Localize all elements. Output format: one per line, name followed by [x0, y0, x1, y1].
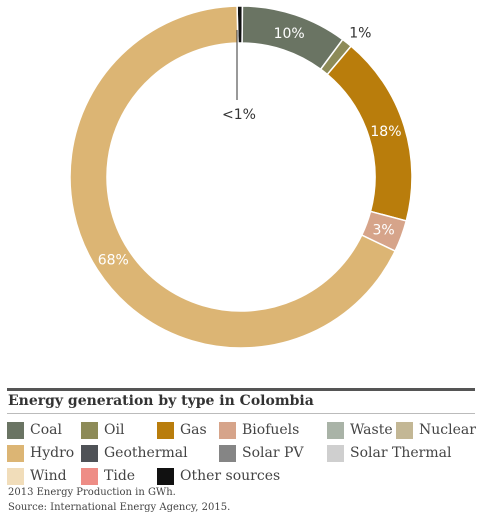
legend-item-tide: Tide — [81, 465, 135, 487]
legend-swatch — [81, 467, 98, 485]
title-rule — [7, 388, 475, 391]
legend-item-oil: Oil — [81, 419, 124, 441]
slice-label-hydro: 68% — [98, 252, 129, 268]
legend-label: Hydro — [30, 445, 75, 461]
slice-hydro — [69, 5, 397, 349]
legend-item-geothermal: Geothermal — [81, 442, 188, 464]
legend-item-solar-thermal: Solar Thermal — [327, 442, 451, 464]
legend-label: Solar Thermal — [350, 445, 452, 461]
chart-notes: 2013 Energy Production in GWh. Source: I… — [8, 485, 230, 515]
legend-label: Wind — [30, 468, 67, 484]
legend-swatch — [157, 467, 174, 485]
slice-label-biofuels: 3% — [372, 223, 394, 239]
slice-label-coal: 10% — [274, 26, 305, 42]
legend-label: Tide — [104, 468, 136, 484]
legend-swatch — [7, 467, 24, 485]
legend-label: Coal — [30, 422, 62, 438]
chart-title: Energy generation by type in Colombia — [8, 393, 314, 409]
legend-label: Solar PV — [242, 445, 304, 461]
note-production: 2013 Energy Production in GWh. — [8, 487, 176, 498]
legend-label: Biofuels — [242, 422, 300, 438]
legend-item-wind: Wind — [7, 465, 67, 487]
donut-chart: 10% 1% 18% 3% 68% <1% — [69, 5, 413, 349]
legend-swatch — [81, 421, 98, 439]
legend-label: Waste — [350, 422, 393, 438]
slice-label-oil: 1% — [349, 25, 371, 41]
legend-swatch — [327, 444, 344, 462]
legend-item-solar-pv: Solar PV — [219, 442, 304, 464]
legend-item-other-sources: Other sources — [157, 465, 280, 487]
slice-label-gas: 18% — [370, 124, 401, 140]
legend-item-hydro: Hydro — [7, 442, 74, 464]
legend-rule — [7, 413, 475, 414]
legend-swatch — [396, 421, 413, 439]
legend-swatch — [219, 421, 236, 439]
legend-swatch — [7, 421, 24, 439]
legend-label: Geothermal — [104, 445, 188, 461]
legend-label: Other sources — [180, 468, 281, 484]
legend-swatch — [219, 444, 236, 462]
legend-item-nuclear: Nuclear — [396, 419, 476, 441]
legend-swatch — [7, 444, 24, 462]
note-source: Source: International Energy Agency, 201… — [8, 502, 231, 513]
legend-swatch — [327, 421, 344, 439]
legend-label: Gas — [180, 422, 207, 438]
legend-item-waste: Waste — [327, 419, 393, 441]
legend-item-gas: Gas — [157, 419, 207, 441]
legend-item-biofuels: Biofuels — [219, 419, 299, 441]
legend-label: Nuclear — [419, 422, 476, 438]
annotation-label: <1% — [222, 107, 256, 123]
legend-label: Oil — [104, 422, 125, 438]
legend-swatch — [157, 421, 174, 439]
legend-swatch — [81, 444, 98, 462]
legend-item-coal: Coal — [7, 419, 62, 441]
